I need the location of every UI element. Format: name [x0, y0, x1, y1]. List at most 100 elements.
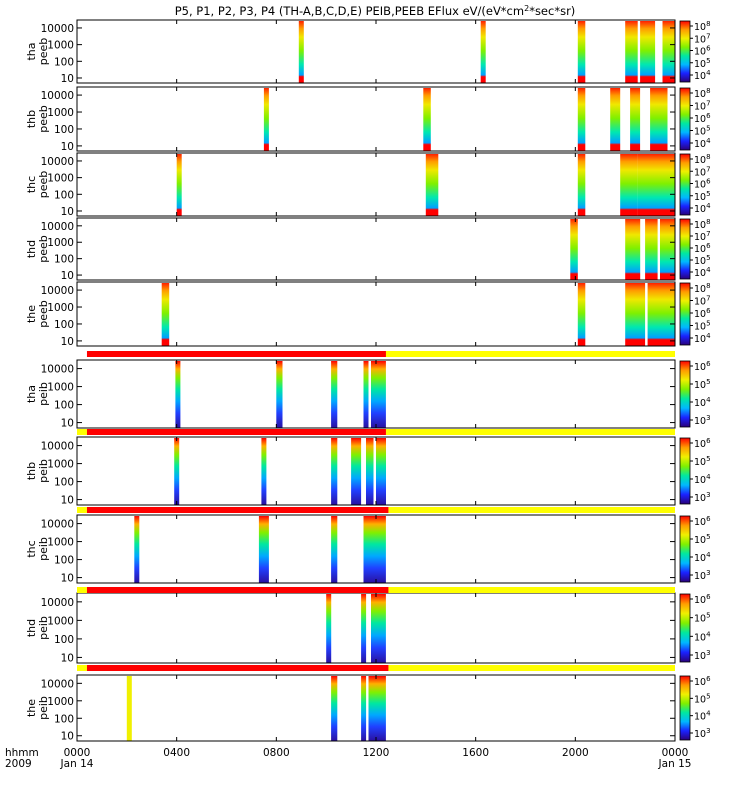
- data-block-thd-peeb: [570, 219, 578, 280]
- y-tick-label: 1000: [47, 302, 74, 314]
- status-bar-yellow: [388, 665, 675, 671]
- colorbar-label: 106: [694, 675, 711, 688]
- data-block-thb-peeb: [630, 88, 641, 151]
- panel-label-instrument: peib: [37, 537, 50, 561]
- chart-title: P5, P1, P2, P3, P4 (TH-A,B,C,D,E) PEIB,P…: [175, 4, 576, 18]
- data-block-tha-peib: [175, 361, 181, 428]
- y-tick-label: 100: [54, 124, 74, 136]
- y-tick-label: 10000: [41, 23, 74, 35]
- y-tick-label: 10000: [41, 221, 74, 233]
- data-block-thc-peib: [363, 516, 386, 583]
- status-bar-red: [86, 351, 386, 357]
- data-block-tha-peib: [276, 361, 283, 428]
- colorbar-label: 103: [694, 491, 711, 504]
- y-tick-label: 10: [61, 573, 74, 585]
- colorbar-label: 103: [694, 414, 711, 427]
- colorbar-the-peib: [679, 675, 691, 741]
- y-tick-label: 1000: [47, 173, 74, 185]
- colorbar-thb-peib: [679, 437, 691, 505]
- status-bar-yellow: [77, 665, 87, 671]
- colorbar-the-peeb: [679, 282, 691, 346]
- status-bar-yellow: [77, 507, 87, 513]
- yellow-block-the: [126, 676, 132, 741]
- colorbar-label: 107: [694, 295, 711, 308]
- data-block-thc-peeb: [176, 154, 182, 216]
- y-tick-label: 10000: [41, 156, 74, 168]
- y-tick-label: 1000: [47, 459, 74, 471]
- panel-label-probe: tha: [25, 42, 38, 60]
- panel-label-probe: the: [25, 699, 38, 717]
- panel-label-instrument: peib: [37, 459, 50, 483]
- colorbar-label: 105: [694, 455, 711, 468]
- colorbar-label: 108: [694, 282, 711, 295]
- y-tick-label: 10: [61, 73, 74, 85]
- y-tick-label: 10: [61, 206, 74, 218]
- status-bar-yellow: [385, 351, 675, 357]
- colorbar-label: 104: [694, 266, 711, 279]
- y-tick-label: 1000: [47, 107, 74, 119]
- panel-label-instrument: peib: [37, 616, 50, 640]
- colorbar-label: 104: [694, 137, 711, 150]
- panel-label-probe: thd: [25, 619, 38, 637]
- status-bar-yellow: [77, 587, 87, 593]
- data-block-thc-peeb: [637, 154, 675, 216]
- data-block-tha-peeb: [662, 21, 675, 83]
- colorbar-thc-peeb: [679, 153, 691, 216]
- data-block-the-peib: [361, 676, 367, 741]
- colorbar-label: 107: [694, 165, 711, 178]
- y-tick-label: 10000: [41, 597, 74, 609]
- colorbar-label: 106: [694, 178, 711, 191]
- x-axis-label-line1: hhmm: [5, 747, 39, 759]
- x-axis-label-line2: 2009: [5, 758, 32, 770]
- y-tick-label: 1000: [47, 615, 74, 627]
- data-block-thd-peib: [371, 594, 386, 663]
- colorbar-label: 104: [694, 396, 711, 409]
- y-tick-label: 10000: [41, 441, 74, 453]
- data-block-thc-peib: [134, 516, 140, 583]
- data-block-thb-peeb: [650, 88, 668, 151]
- colorbar-thc-peib: [679, 515, 691, 583]
- colorbar-label: 103: [694, 649, 711, 662]
- y-tick-label: 10: [61, 495, 74, 507]
- panel-label-probe: tha: [25, 385, 38, 403]
- x-tick-sublabel: Jan 14: [60, 758, 94, 770]
- y-tick-label: 100: [54, 400, 74, 412]
- colorbar-thd-peib: [679, 593, 691, 663]
- y-tick-label: 10: [61, 270, 74, 282]
- y-tick-label: 100: [54, 319, 74, 331]
- data-block-thb-peeb: [577, 88, 586, 151]
- colorbar-label: 104: [694, 473, 711, 486]
- x-tick-sublabel: Jan 15: [658, 758, 692, 770]
- data-block-thc-peeb: [577, 154, 586, 216]
- colorbar-label: 103: [694, 727, 711, 740]
- colorbar-label: 107: [694, 100, 711, 113]
- x-tick-label: 0000: [662, 747, 689, 759]
- x-tick-label: 0800: [263, 747, 290, 759]
- colorbar-label: 105: [694, 612, 711, 625]
- data-block-thb-peib: [331, 438, 338, 505]
- data-block-thd-peeb: [660, 219, 675, 280]
- data-block-thb-peib: [351, 438, 362, 505]
- data-block-thb-peib: [366, 438, 374, 505]
- x-tick-label: 0400: [163, 747, 190, 759]
- colorbar-tha-peeb: [679, 20, 691, 83]
- data-block-thb-peeb: [263, 88, 269, 151]
- colorbar-label: 108: [694, 20, 711, 33]
- colorbar-label: 104: [694, 69, 711, 82]
- panel-label-probe: thb: [25, 110, 38, 128]
- data-block-thb-peeb: [610, 88, 621, 151]
- data-block-the-peeb: [161, 283, 170, 346]
- status-bar-red: [86, 587, 389, 593]
- data-block-tha-peib: [363, 361, 369, 428]
- data-block-thd-peeb: [625, 219, 641, 280]
- colorbar-label: 105: [694, 533, 711, 546]
- colorbar-label: 105: [694, 254, 711, 267]
